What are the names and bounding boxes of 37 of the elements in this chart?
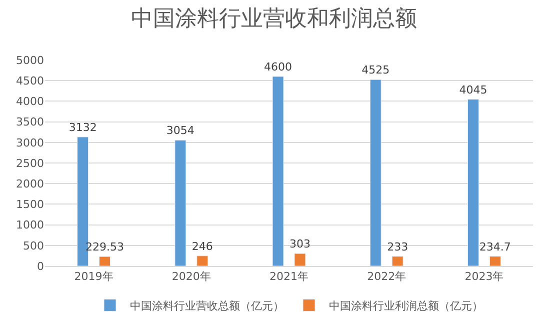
y-tick-label: 3500: [16, 116, 44, 129]
data-label: 3132: [68, 120, 97, 134]
legend-label: 中国涂料行业营收总额（亿元）: [130, 300, 284, 313]
bar: [294, 253, 306, 266]
x-tick-label: 2023年: [464, 270, 504, 284]
chart-title: 中国涂料行业营收和利润总额: [131, 6, 417, 32]
data-label: 246: [192, 240, 213, 253]
x-tick-label: 2022年: [367, 270, 406, 284]
bar: [196, 256, 208, 266]
y-tick-label: 0: [37, 260, 44, 273]
bar: [489, 256, 501, 266]
y-tick-label: 5000: [16, 54, 44, 67]
bar: [99, 256, 111, 266]
data-label: 234.7: [479, 240, 511, 254]
data-label: 233: [387, 240, 408, 254]
y-tick-label: 3000: [16, 136, 44, 150]
y-tick-label: 500: [23, 239, 44, 252]
bar: [272, 76, 284, 266]
bar: [467, 99, 479, 266]
y-tick-label: 1500: [16, 198, 44, 212]
bar: [370, 79, 382, 266]
y-tick-label: 2500: [16, 156, 44, 170]
x-tick-label: 2020年: [172, 270, 211, 284]
bar: [392, 256, 404, 266]
y-tick-label: 2000: [16, 177, 44, 190]
x-tick-label: 2019年: [74, 270, 114, 284]
data-label: 4600: [264, 60, 292, 74]
y-tick-label: 4500: [16, 74, 44, 88]
x-tick-label: 2021年: [270, 270, 308, 284]
legend-label: 中国涂料行业利润总额（亿元）: [329, 300, 483, 313]
bar: [174, 140, 186, 266]
y-tick-label: 1000: [16, 218, 44, 232]
data-label: 4045: [459, 83, 488, 96]
y-tick-label: 4000: [16, 95, 44, 108]
data-label: 3054: [166, 124, 194, 138]
data-label: 303: [289, 238, 310, 251]
data-label: 4525: [362, 64, 390, 77]
